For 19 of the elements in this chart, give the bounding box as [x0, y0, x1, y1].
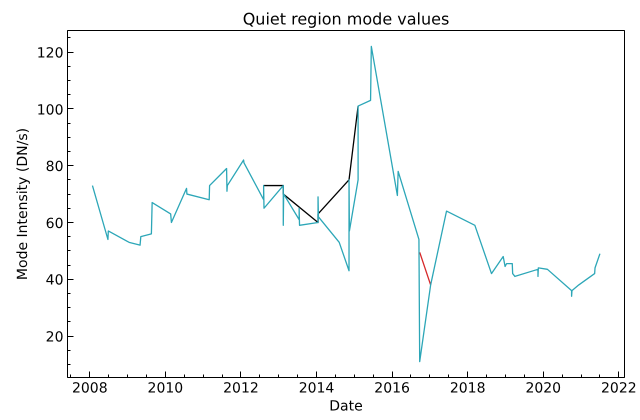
x-tick-label: 2014 — [298, 380, 334, 396]
line-series — [262, 105, 359, 224]
x-tick-label: 2010 — [148, 380, 184, 396]
x-tick-label: 2022 — [601, 380, 637, 396]
y-axis-title: Mode Intensity (DN/s) — [14, 128, 31, 280]
x-tick-label: 2008 — [72, 380, 108, 396]
y-tick-label: 100 — [36, 102, 64, 118]
x-tick-label: 2012 — [223, 380, 259, 396]
line-series — [92, 46, 601, 362]
x-tick-label: 2020 — [525, 380, 562, 396]
chart-title: Quiet region mode values — [242, 10, 450, 28]
y-tick-label: 80 — [46, 159, 64, 176]
y-tick-label: 40 — [46, 272, 64, 289]
y-tick-label: 20 — [46, 330, 64, 346]
x-tick-label: 2018 — [450, 380, 486, 396]
y-tick-label: 120 — [36, 46, 64, 62]
x-axis-title: Date — [329, 398, 363, 414]
y-tick-label: 60 — [46, 216, 64, 232]
x-tick-label: 2016 — [374, 380, 410, 396]
